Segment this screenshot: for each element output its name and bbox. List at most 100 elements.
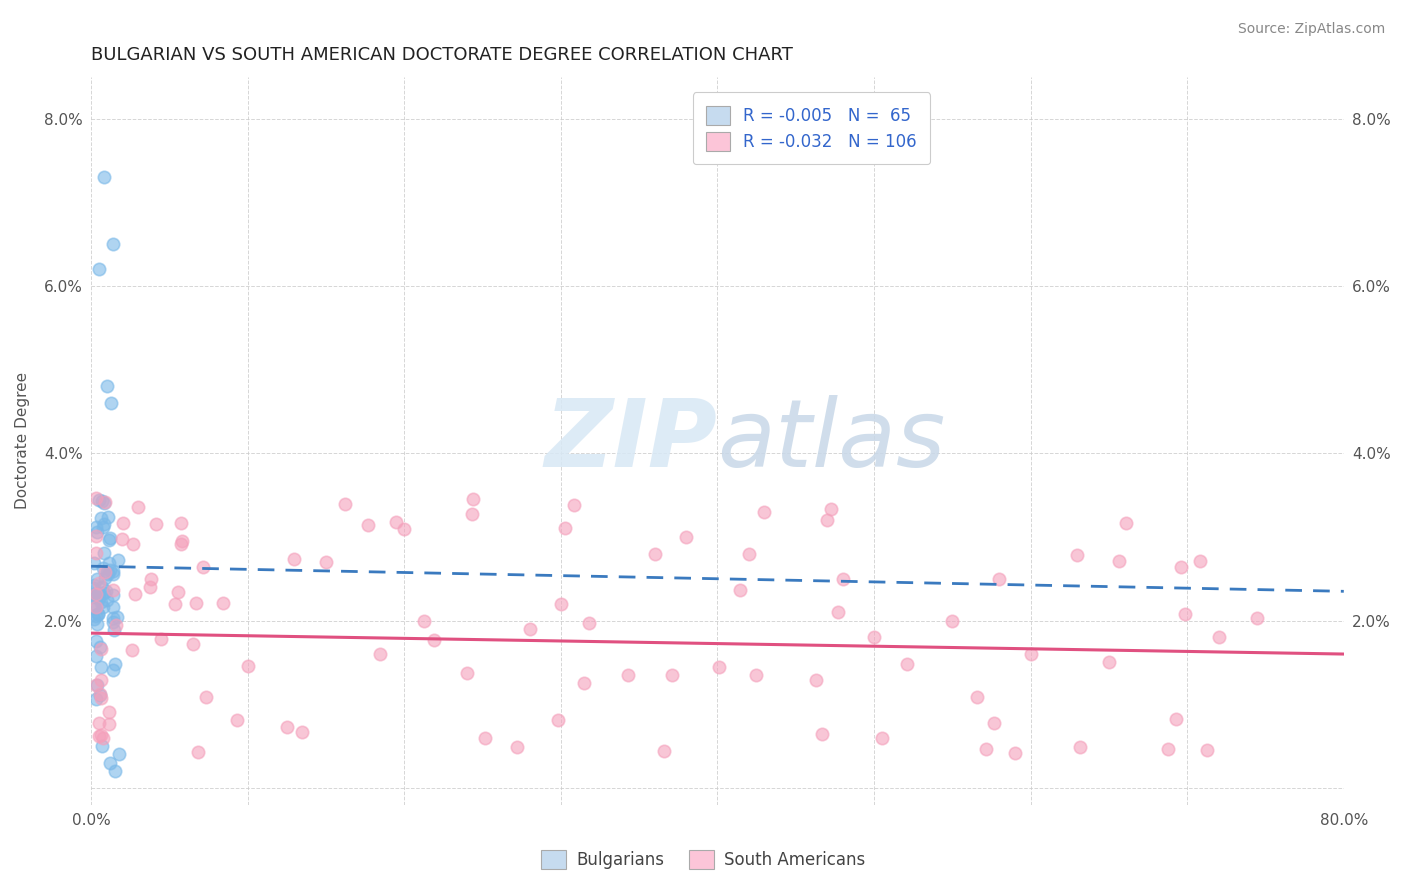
Point bbox=[90, 673, 112, 688]
Point bbox=[870, 731, 893, 745]
Point bbox=[103, 588, 125, 602]
Point bbox=[111, 532, 134, 546]
Point bbox=[1004, 747, 1026, 761]
Point bbox=[675, 530, 697, 544]
Point bbox=[87, 586, 110, 600]
Point bbox=[811, 727, 834, 741]
Point bbox=[83, 597, 105, 611]
Point bbox=[101, 582, 124, 597]
Point bbox=[83, 556, 105, 570]
Point bbox=[616, 668, 638, 682]
Point bbox=[547, 713, 569, 727]
Point bbox=[1108, 554, 1130, 568]
Point bbox=[101, 237, 124, 252]
Point bbox=[644, 547, 666, 561]
Point bbox=[988, 572, 1011, 586]
Point bbox=[291, 724, 314, 739]
Point bbox=[139, 573, 162, 587]
Point bbox=[97, 706, 120, 720]
Point bbox=[139, 580, 162, 594]
Point bbox=[121, 536, 143, 550]
Point bbox=[84, 590, 107, 604]
Point bbox=[183, 637, 205, 651]
Point bbox=[91, 739, 114, 753]
Point bbox=[745, 667, 768, 681]
Point bbox=[127, 500, 149, 514]
Point bbox=[91, 599, 114, 614]
Legend: Bulgarians, South Americans: Bulgarians, South Americans bbox=[531, 840, 875, 880]
Point bbox=[236, 659, 259, 673]
Point bbox=[1098, 656, 1121, 670]
Point bbox=[84, 649, 107, 664]
Legend: R = -0.005   N =  65, R = -0.032   N = 106: R = -0.005 N = 65, R = -0.032 N = 106 bbox=[693, 93, 929, 164]
Point bbox=[84, 491, 107, 505]
Point bbox=[149, 632, 172, 646]
Point bbox=[423, 633, 446, 648]
Point bbox=[1156, 741, 1178, 756]
Point bbox=[87, 262, 110, 277]
Point bbox=[554, 521, 576, 535]
Point bbox=[107, 553, 129, 567]
Point bbox=[184, 596, 207, 610]
Point bbox=[572, 676, 595, 690]
Point bbox=[98, 563, 121, 577]
Point bbox=[98, 716, 121, 731]
Point bbox=[90, 642, 112, 657]
Point bbox=[370, 648, 392, 662]
Point bbox=[89, 687, 111, 701]
Point bbox=[84, 587, 107, 601]
Point bbox=[103, 623, 125, 637]
Point bbox=[93, 170, 115, 185]
Point bbox=[283, 552, 305, 566]
Point bbox=[194, 690, 217, 704]
Point bbox=[86, 524, 108, 539]
Point bbox=[170, 534, 193, 549]
Point bbox=[91, 731, 114, 746]
Point bbox=[226, 713, 249, 727]
Point bbox=[91, 561, 114, 575]
Point bbox=[1019, 647, 1042, 661]
Point bbox=[90, 728, 112, 742]
Point bbox=[83, 612, 105, 626]
Point bbox=[96, 509, 118, 524]
Point bbox=[124, 587, 146, 601]
Point bbox=[90, 580, 112, 594]
Point bbox=[103, 663, 125, 677]
Point bbox=[83, 578, 105, 592]
Point bbox=[983, 715, 1005, 730]
Point bbox=[90, 660, 112, 674]
Point bbox=[93, 517, 115, 532]
Point bbox=[100, 396, 122, 410]
Point bbox=[89, 640, 111, 654]
Point bbox=[104, 618, 127, 632]
Point bbox=[84, 633, 107, 648]
Point bbox=[87, 729, 110, 743]
Point bbox=[84, 600, 107, 615]
Point bbox=[564, 499, 586, 513]
Point bbox=[941, 614, 963, 628]
Point bbox=[709, 660, 731, 674]
Point bbox=[1066, 548, 1088, 562]
Point bbox=[357, 517, 380, 532]
Point bbox=[83, 587, 105, 601]
Point bbox=[98, 756, 121, 770]
Point bbox=[652, 744, 675, 758]
Point bbox=[96, 565, 118, 579]
Point bbox=[84, 678, 107, 692]
Point bbox=[863, 630, 886, 644]
Point bbox=[1170, 560, 1192, 574]
Point bbox=[661, 668, 683, 682]
Point bbox=[276, 720, 298, 734]
Point bbox=[84, 520, 107, 534]
Point bbox=[831, 572, 853, 586]
Y-axis label: Doctorate Degree: Doctorate Degree bbox=[15, 372, 30, 509]
Point bbox=[896, 657, 918, 671]
Text: Source: ZipAtlas.com: Source: ZipAtlas.com bbox=[1237, 22, 1385, 37]
Point bbox=[1195, 743, 1218, 757]
Point bbox=[101, 566, 124, 581]
Point bbox=[82, 582, 104, 596]
Point bbox=[170, 537, 193, 551]
Point bbox=[474, 731, 496, 746]
Point bbox=[90, 510, 112, 524]
Point bbox=[91, 519, 114, 533]
